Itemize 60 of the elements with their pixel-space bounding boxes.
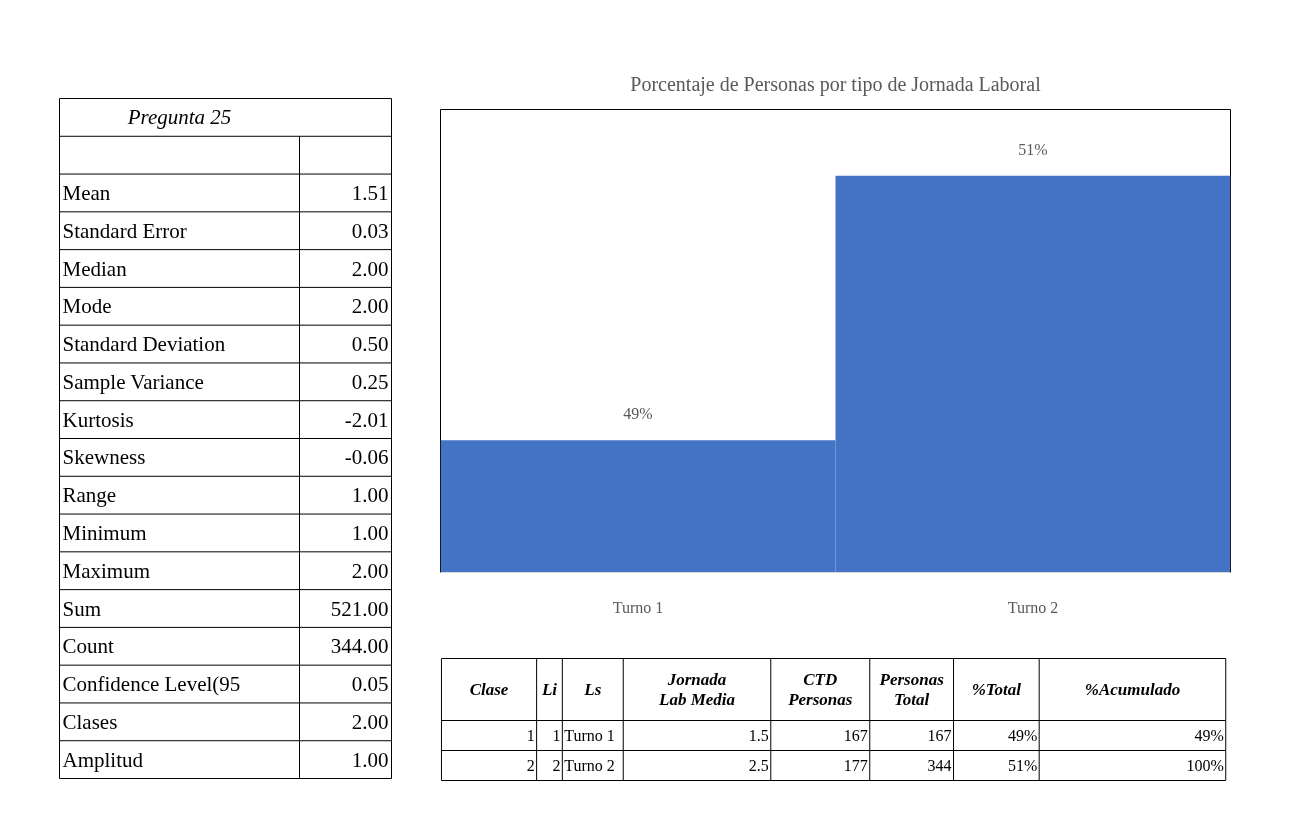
text: 1 <box>552 727 561 744</box>
text: Skewness <box>62 445 146 470</box>
text: Ls <box>583 680 602 699</box>
text: 0.05 <box>351 672 389 697</box>
text: 177 <box>843 757 868 774</box>
text: 1.00 <box>351 747 389 772</box>
text: Standard Error <box>62 218 187 243</box>
text: CTD Personas <box>787 669 853 710</box>
text: 49% <box>1194 727 1224 744</box>
text: Li <box>540 680 558 699</box>
text: Sum <box>62 596 102 621</box>
text: %Acumulado <box>1084 680 1181 699</box>
text: 1.00 <box>351 483 389 508</box>
text: 1.00 <box>351 520 389 545</box>
text: 2.00 <box>351 558 389 583</box>
text: 100% <box>1186 757 1224 774</box>
text: 344.00 <box>330 634 389 659</box>
text: 0.25 <box>351 369 389 394</box>
text: Amplitud <box>62 747 144 772</box>
text: Turno 2 <box>564 757 615 774</box>
text: 2.00 <box>351 256 389 281</box>
text: Range <box>62 483 117 508</box>
text: 1.51 <box>351 180 389 205</box>
text: 521.00 <box>330 596 389 621</box>
text: 1 <box>526 727 535 744</box>
text: 0.03 <box>351 218 389 243</box>
text: 167 <box>843 727 868 744</box>
text: Personas Total <box>878 669 945 710</box>
text: Turno 1 <box>564 727 615 744</box>
data-label: 49% <box>623 405 653 423</box>
text: Count <box>62 634 115 659</box>
text: Mean <box>62 180 111 205</box>
text: Kurtosis <box>62 407 134 432</box>
text: 2 <box>552 757 561 774</box>
text: 1.5 <box>748 727 769 744</box>
text: Confidence Level(95 <box>62 672 241 697</box>
data-label: 51% <box>1018 140 1048 158</box>
text: 0.50 <box>351 332 389 357</box>
text: 2.00 <box>351 294 389 319</box>
text: 2.00 <box>351 709 389 734</box>
text: 51% <box>1007 757 1038 774</box>
text: Minimum <box>62 520 147 545</box>
text: Mode <box>62 294 112 319</box>
text: 2 <box>526 757 535 774</box>
text: Clase <box>469 680 509 699</box>
text: -0.06 <box>344 445 389 470</box>
text: Pregunta 25 <box>126 105 232 130</box>
text: Maximum <box>62 558 150 583</box>
text: 167 <box>927 727 952 744</box>
text: 49% <box>1007 727 1038 744</box>
text: %Total <box>971 680 1022 699</box>
text: -2.01 <box>344 407 389 432</box>
text: Jornada Lab Media <box>658 669 736 710</box>
text: Clases <box>62 709 118 734</box>
text: Standard Deviation <box>62 332 226 357</box>
text: 344 <box>927 757 952 774</box>
text: Median <box>62 256 128 281</box>
chart-title: Porcentaje de Personas por tipo de Jornada Laboral <box>630 72 1042 96</box>
text: 2.5 <box>748 757 769 774</box>
text: Sample Variance <box>62 369 204 394</box>
